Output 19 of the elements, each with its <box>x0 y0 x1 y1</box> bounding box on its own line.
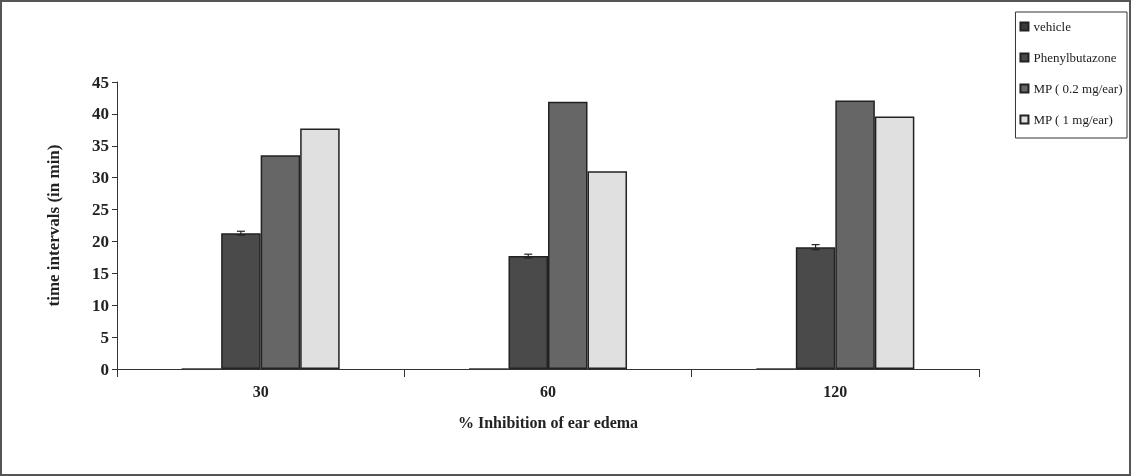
y-tick-label: 35 <box>92 136 109 156</box>
y-axis-title: time intervals (in min) <box>44 144 63 307</box>
x-tick-label: 120 <box>823 382 848 400</box>
y-tick-label: 40 <box>92 104 109 124</box>
x-tick-label: 60 <box>540 382 556 400</box>
y-tick-label: 30 <box>92 168 109 188</box>
y-tick-label: 45 <box>92 72 109 92</box>
y-tick-label: 0 <box>100 359 109 379</box>
y-tick-label: 25 <box>92 200 109 220</box>
y-tick-label: 20 <box>92 231 109 251</box>
legend-label: MP ( 0.2 mg/ear) <box>1033 81 1123 96</box>
y-tick-label: 15 <box>92 263 109 283</box>
y-tick-label: 10 <box>92 295 109 315</box>
y-tick-label: 5 <box>100 327 109 347</box>
legend-label: MP ( 1 mg/ear) <box>1033 112 1113 127</box>
x-tick-label: 30 <box>252 382 269 400</box>
legend-label: Phenylbutazone <box>1033 50 1117 65</box>
x-axis-title: % Inhibition of ear edema <box>457 413 639 431</box>
legend-label: vehicle <box>1033 19 1072 34</box>
